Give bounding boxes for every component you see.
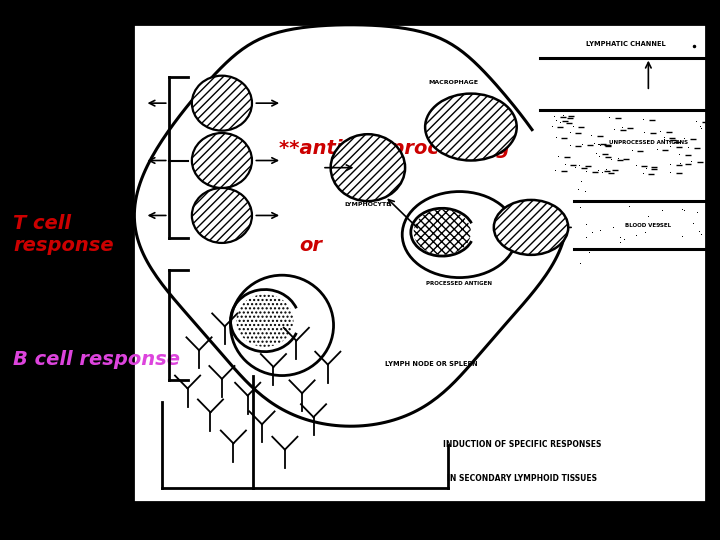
- Ellipse shape: [192, 188, 252, 243]
- Text: IN SECONDARY LYMPHOID TISSUES: IN SECONDARY LYMPHOID TISSUES: [447, 474, 598, 483]
- Text: UNPROCESSED ANTIGENS: UNPROCESSED ANTIGENS: [609, 140, 688, 145]
- Text: **: **: [431, 202, 451, 222]
- Text: LYMPHOCYTE: LYMPHOCYTE: [345, 202, 391, 207]
- Ellipse shape: [230, 275, 333, 375]
- Ellipse shape: [192, 133, 252, 188]
- Text: **antigen processing: **antigen processing: [279, 139, 510, 158]
- Text: MACROPHAGE: MACROPHAGE: [428, 80, 479, 85]
- Text: BLOOD VESSEL: BLOOD VESSEL: [625, 224, 672, 228]
- Ellipse shape: [330, 134, 405, 201]
- Text: LYMPH NODE OR SPLEEN: LYMPH NODE OR SPLEEN: [384, 361, 477, 367]
- Ellipse shape: [494, 200, 568, 255]
- Text: B cell response: B cell response: [13, 349, 180, 369]
- Text: T cell
response: T cell response: [13, 214, 114, 255]
- Bar: [133, 24, 706, 502]
- Ellipse shape: [402, 192, 517, 278]
- Text: or: or: [299, 236, 322, 255]
- Text: PROCESSED ANTIGEN: PROCESSED ANTIGEN: [426, 281, 492, 286]
- Text: LYMPHATIC CHANNEL: LYMPHATIC CHANNEL: [585, 41, 665, 47]
- Text: INDUCTION OF SPECIFIC RESPONSES: INDUCTION OF SPECIFIC RESPONSES: [444, 440, 602, 449]
- Ellipse shape: [425, 93, 517, 160]
- Ellipse shape: [192, 76, 252, 131]
